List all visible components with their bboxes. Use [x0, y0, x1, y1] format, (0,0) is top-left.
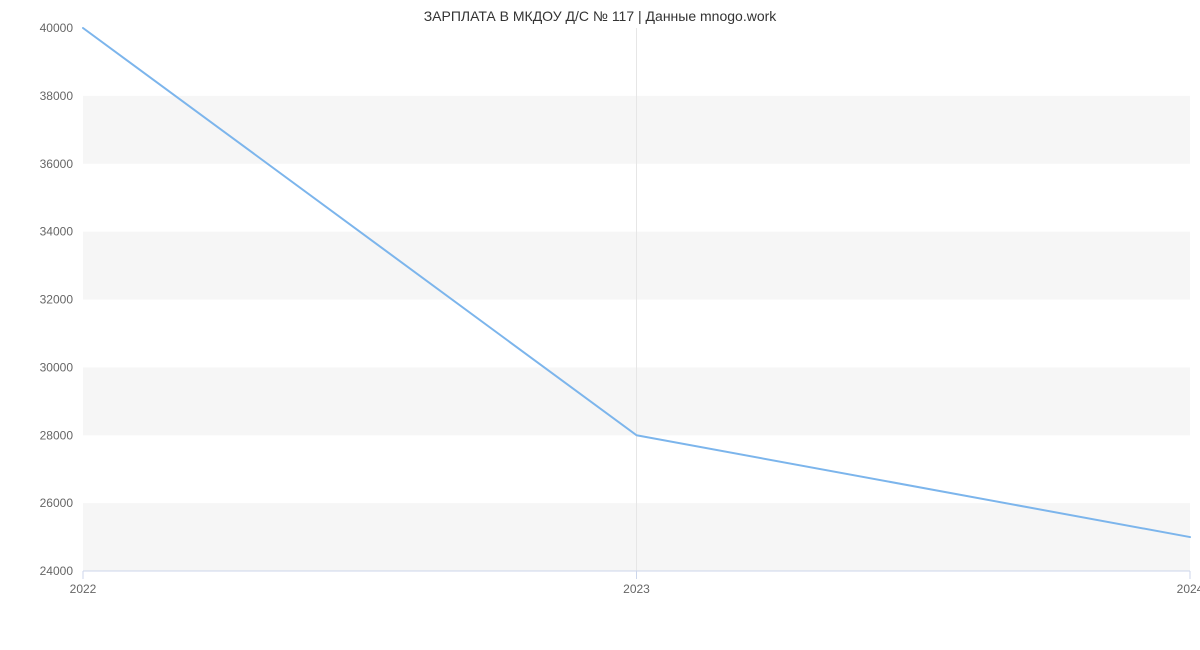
line-chart: 2022 2023 2024 24000 26000 28000 30000 32000 340… [0, 0, 1200, 650]
y-tick-label: 30000 [40, 360, 74, 374]
y-tick-label: 26000 [40, 496, 74, 510]
y-tick-label: 24000 [40, 564, 74, 578]
y-tick-label: 28000 [40, 428, 74, 442]
y-tick-label: 32000 [40, 293, 74, 307]
x-tick-label: 2022 [70, 582, 97, 596]
y-tick-label: 36000 [40, 157, 74, 171]
x-tick-label: 2024 [1177, 582, 1200, 596]
y-tick-label: 34000 [40, 225, 74, 239]
y-tick-label: 38000 [40, 89, 74, 103]
x-tick-label: 2023 [623, 582, 650, 596]
chart-title: ЗАРПЛАТА В МКДОУ Д/С № 117 | Данные mnog… [0, 8, 1200, 24]
chart-container: ЗАРПЛАТА В МКДОУ Д/С № 117 | Данные mnog… [0, 0, 1200, 650]
